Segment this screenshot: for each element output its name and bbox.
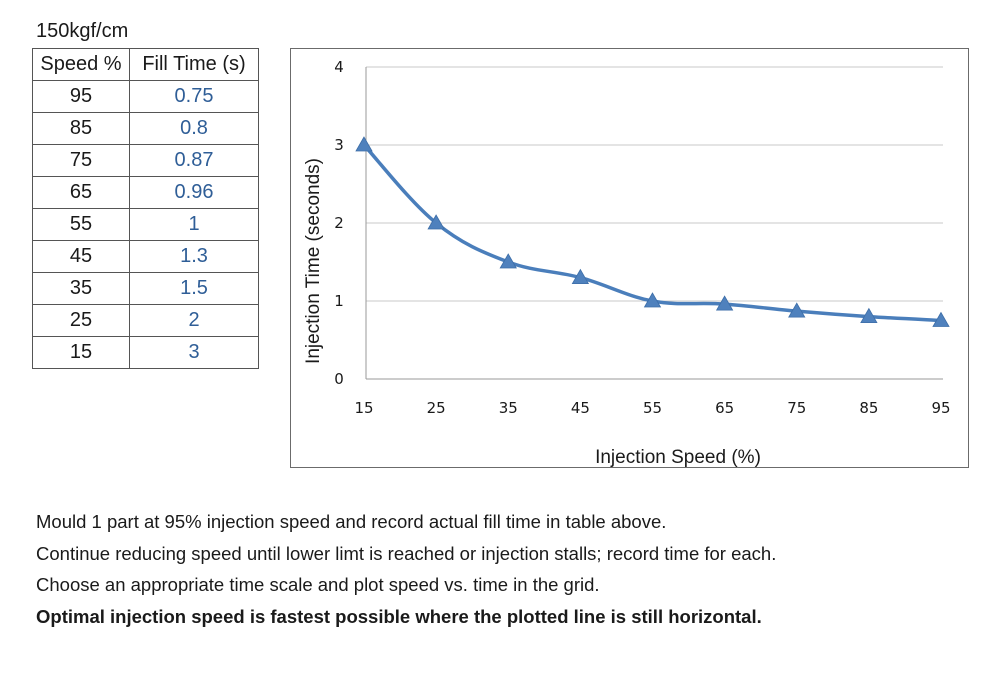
data-point-marker	[355, 136, 373, 152]
grid-lines	[366, 66, 943, 302]
x-tick-label: 35	[499, 399, 518, 417]
instruction-line: Continue reducing speed until lower limt…	[36, 542, 777, 564]
chart-frame: 0 1 2 3 4 15 25 35 45 55 65 75 85 95 Injection Speed…	[290, 48, 969, 468]
x-tick-label: 15	[354, 399, 373, 417]
fill-time-cell[interactable]: 0.8	[129, 112, 259, 145]
table-row: 35 1.5	[32, 272, 259, 305]
fill-time-cell[interactable]: 1	[129, 208, 259, 241]
x-tick-label: 55	[643, 399, 662, 417]
table-header-row: Speed % Fill Time (s)	[32, 48, 259, 81]
fill-time-table: Speed % Fill Time (s) 95 0.75 85 0.8 75 0.8…	[32, 48, 259, 369]
y-tick-label: 1	[334, 292, 344, 310]
y-tick-label: 3	[334, 136, 344, 154]
data-point-marker	[499, 253, 517, 269]
instruction-line: Mould 1 part at 95% injection speed and …	[36, 511, 667, 532]
table-row: 75 0.87	[32, 144, 259, 177]
table-row: 85 0.8	[32, 112, 259, 145]
speed-cell: 75	[32, 144, 130, 177]
fill-time-cell[interactable]: 0.75	[129, 80, 259, 113]
fill-time-cell[interactable]: 0.87	[129, 144, 259, 177]
table-row: 55 1	[32, 208, 259, 241]
fill-time-cell[interactable]: 1.3	[129, 240, 259, 273]
y-tick-labels: 0 1 2 3 4	[334, 58, 344, 388]
y-tick-label: 2	[334, 214, 344, 232]
line-chart: 0 1 2 3 4 15 25 35 45 55 65 75 85 95 Injection Speed…	[303, 58, 951, 468]
speed-cell: 35	[32, 272, 130, 305]
speed-cell: 25	[32, 304, 130, 337]
speed-cell: 15	[32, 336, 130, 369]
speed-cell: 65	[32, 176, 130, 209]
speed-cell: 45	[32, 240, 130, 273]
instructions: Mould 1 part at 95% injection speed and …	[36, 506, 776, 632]
data-point-marker	[643, 292, 662, 308]
fill-time-cell[interactable]: 3	[129, 336, 259, 369]
speed-cell: 85	[32, 112, 130, 145]
table-row: 65 0.96	[32, 176, 259, 209]
x-tick-label: 45	[571, 399, 590, 417]
x-tick-label: 95	[931, 399, 950, 417]
x-tick-label: 85	[859, 399, 878, 417]
fill-time-cell[interactable]: 2	[129, 304, 259, 337]
data-point-marker	[932, 311, 950, 327]
fill-time-cell[interactable]: 0.96	[129, 176, 259, 209]
x-tick-labels: 15 25 35 45 55 65 75 85 95	[354, 399, 950, 417]
table-row: 45 1.3	[32, 240, 259, 273]
table-row: 95 0.75	[32, 80, 259, 113]
x-tick-label: 25	[427, 399, 446, 417]
data-point-marker	[860, 307, 878, 324]
instruction-line: Choose an appropriate time scale and plo…	[36, 574, 600, 595]
y-tick-label: 4	[334, 58, 344, 76]
y-tick-label: 0	[334, 370, 344, 388]
instruction-line-emphasis: Optimal injection speed is fastest possi…	[36, 605, 762, 627]
x-tick-label: 65	[715, 399, 734, 417]
speed-cell: 55	[32, 208, 130, 241]
data-point-marker	[571, 268, 590, 285]
y-axis-title: Injection Time (seconds)	[303, 158, 324, 364]
axes	[365, 67, 943, 380]
speed-cell: 95	[32, 80, 130, 113]
data-point-marker	[715, 295, 734, 311]
speed-column-header: Speed %	[32, 48, 130, 81]
page-heading: 150kgf/cm	[36, 20, 129, 42]
series	[355, 136, 950, 327]
fill-time-column-header: Fill Time (s)	[129, 48, 259, 81]
table-row: 25 2	[32, 304, 259, 337]
x-axis-title: Injection Speed (%)	[595, 447, 761, 468]
x-tick-label: 75	[787, 399, 806, 417]
table-row: 15 3	[32, 336, 259, 369]
data-point-marker	[788, 302, 806, 318]
data-point-marker	[427, 214, 445, 230]
fill-time-cell[interactable]: 1.5	[129, 272, 259, 305]
